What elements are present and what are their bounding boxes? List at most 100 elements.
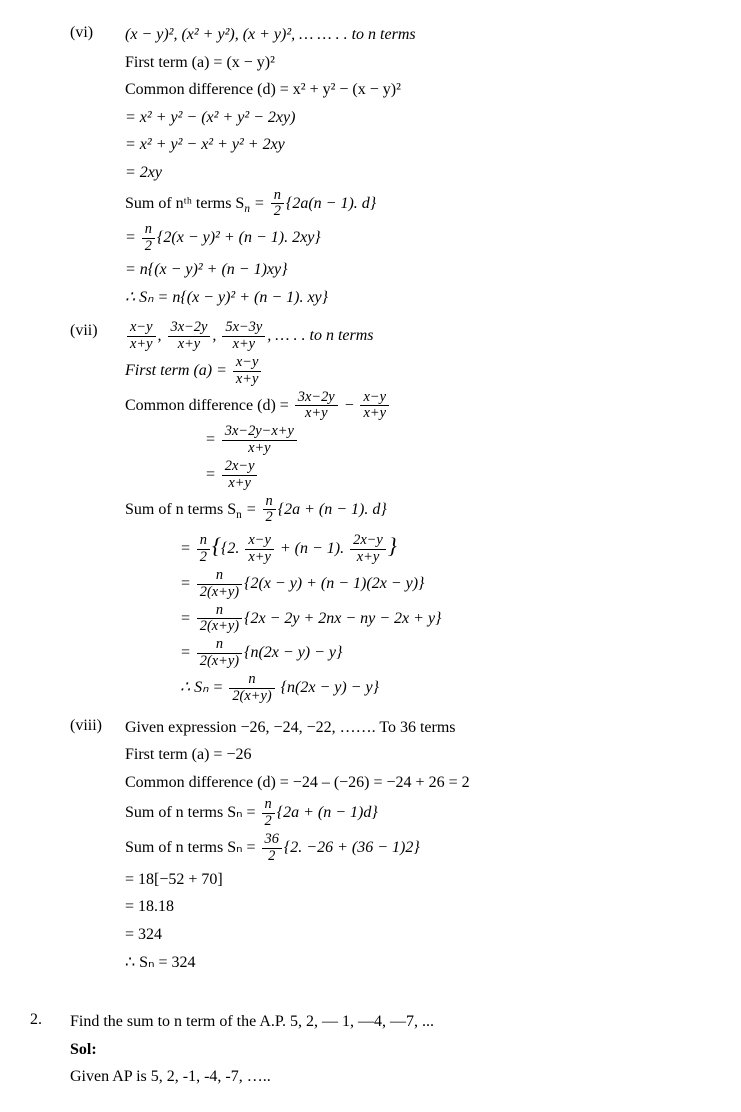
text: ∴ Sₙ =: [180, 679, 227, 696]
text: {2(x − y) + (n − 1)(2x − y)}: [244, 575, 424, 592]
text: Sum of nᵗʰ terms S: [125, 195, 244, 212]
fraction: 2x−yx+y: [350, 533, 386, 566]
problem-viii: (viii) Given expression −26, −24, −22, ……: [30, 713, 711, 978]
fraction: 2x−yx+y: [222, 459, 258, 492]
text: , … . . to n terms: [267, 327, 373, 344]
denominator: 2(x+y): [229, 689, 274, 705]
roman-text: (vi): [70, 24, 93, 41]
numerator: 2x−y: [222, 459, 258, 476]
problem-vi: (vi) (x − y)², (x² + y²), (x + y)², … … …: [30, 20, 711, 312]
denominator: x+y: [222, 476, 258, 492]
line: = 324: [125, 922, 711, 948]
numerator: x−y: [127, 320, 156, 337]
fraction: 5x−3yx+y: [222, 320, 265, 353]
numerator: n: [142, 222, 155, 239]
denominator: x+y: [295, 406, 338, 422]
numerator: 3x−2y−x+y: [222, 424, 297, 441]
col-spacer: [30, 20, 70, 312]
fraction: n2: [271, 188, 284, 221]
line: ∴ Sₙ = n2(x+y) {n(2x − y) − y}: [125, 672, 711, 705]
fraction: n2: [262, 797, 275, 830]
line: = 18[−52 + 70]: [125, 867, 711, 893]
fraction: 3x−2yx+y: [168, 320, 211, 353]
text: Sum of n terms Sₙ =: [125, 839, 260, 856]
text: =: [125, 229, 140, 246]
line: = x² + y² − x² + y² + 2xy: [125, 132, 711, 158]
line: = x² + y² − (x² + y² − 2xy): [125, 105, 711, 131]
line: = n{(x − y)² + (n − 1)xy}: [125, 257, 711, 283]
fraction: 3x−2y−x+yx+y: [222, 424, 297, 457]
roman-numeral: (vi): [70, 20, 125, 312]
problem-vii: (vii) x−yx+y, 3x−2yx+y, 5x−3yx+y, … . . …: [30, 318, 711, 707]
text: {n(2x − y) − y}: [244, 644, 342, 661]
text: Sum of n terms Sₙ =: [125, 804, 260, 821]
fraction: x−yx+y: [127, 320, 156, 353]
fraction: 362: [262, 832, 282, 865]
text: {2a + (n − 1)d}: [277, 804, 378, 821]
col-spacer: [30, 713, 70, 978]
denominator: 2: [262, 849, 282, 865]
line: = 2xy: [125, 160, 711, 186]
fraction: 3x−2yx+y: [295, 390, 338, 423]
seq-line: (x − y)², (x² + y²), (x + y)², … … . . t…: [125, 22, 711, 48]
denominator: 2: [263, 510, 276, 526]
content-vi: (x − y)², (x² + y²), (x + y)², … … . . t…: [125, 20, 711, 312]
line: Sum of nᵗʰ terms Sn = n2{2a(n − 1). d}: [125, 188, 711, 221]
numerator: n: [271, 188, 284, 205]
denominator: x+y: [222, 337, 265, 353]
numerator: x−y: [245, 533, 274, 550]
numerator: 36: [262, 832, 282, 849]
text: Common difference (d) = x² + y² − (x − y…: [125, 81, 401, 98]
line: Given AP is 5, 2, -1, -4, -7, …..: [70, 1064, 711, 1090]
fraction: x−yx+y: [360, 390, 389, 423]
solution-label: Sol:: [70, 1037, 711, 1063]
denominator: 2: [262, 814, 275, 830]
line: Sum of n terms Sₙ = 362{2. −26 + (36 − 1…: [125, 832, 711, 865]
numerator: 2x−y: [350, 533, 386, 550]
question-number: 2.: [30, 1007, 70, 1092]
fraction: x−yx+y: [233, 355, 262, 388]
numerator: n: [197, 568, 242, 585]
line: ∴ Sₙ = n{(x − y)² + (n − 1). xy}: [125, 285, 711, 311]
line: Common difference (d) = x² + y² − (x − y…: [125, 77, 711, 103]
line: = n2{2(x − y)² + (n − 1). 2xy}: [125, 222, 711, 255]
denominator: 2: [271, 204, 284, 220]
line: Common difference (d) = −24 – (−26) = −2…: [125, 770, 711, 796]
numerator: n: [229, 672, 274, 689]
numerator: n: [262, 797, 275, 814]
line: = n2(x+y){n(2x − y) − y}: [125, 637, 711, 670]
text: =: [242, 501, 261, 518]
text: {n(2x − y) − y}: [277, 679, 379, 696]
text: =: [180, 610, 195, 627]
question-2: 2. Find the sum to n term of the A.P. 5,…: [30, 1007, 711, 1092]
fraction: n2(x+y): [229, 672, 274, 705]
line: = 18.18: [125, 894, 711, 920]
roman-text: (viii): [70, 717, 102, 734]
fraction: x−yx+y: [245, 533, 274, 566]
line: = n2{{2. x−yx+y + (n − 1). 2x−yx+y}: [125, 528, 711, 566]
denominator: x+y: [233, 372, 262, 388]
question-text: Find the sum to n term of the A.P. 5, 2,…: [70, 1009, 711, 1035]
numerator: 3x−2y: [168, 320, 211, 337]
line: First term (a) = −26: [125, 742, 711, 768]
fraction: n2: [263, 494, 276, 527]
denominator: x+y: [127, 337, 156, 353]
denominator: 2(x+y): [197, 585, 242, 601]
col-spacer: [30, 318, 70, 707]
denominator: x+y: [222, 441, 297, 457]
denominator: x+y: [168, 337, 211, 353]
text: =: [180, 540, 195, 557]
text: =: [205, 431, 220, 448]
numerator: n: [197, 603, 242, 620]
line: First term (a) = (x − y)²: [125, 50, 711, 76]
num-text: 2.: [30, 1011, 42, 1028]
text: −: [340, 397, 359, 414]
numerator: n: [197, 637, 242, 654]
numerator: n: [197, 533, 210, 550]
text: {2a + (n − 1). d}: [278, 501, 387, 518]
line: First term (a) = x−yx+y: [125, 355, 711, 388]
text: =: [250, 195, 269, 212]
line: = 2x−yx+y: [125, 459, 711, 492]
brace: }: [388, 533, 397, 558]
text: {2(x − y)² + (n − 1). 2xy}: [157, 229, 321, 246]
